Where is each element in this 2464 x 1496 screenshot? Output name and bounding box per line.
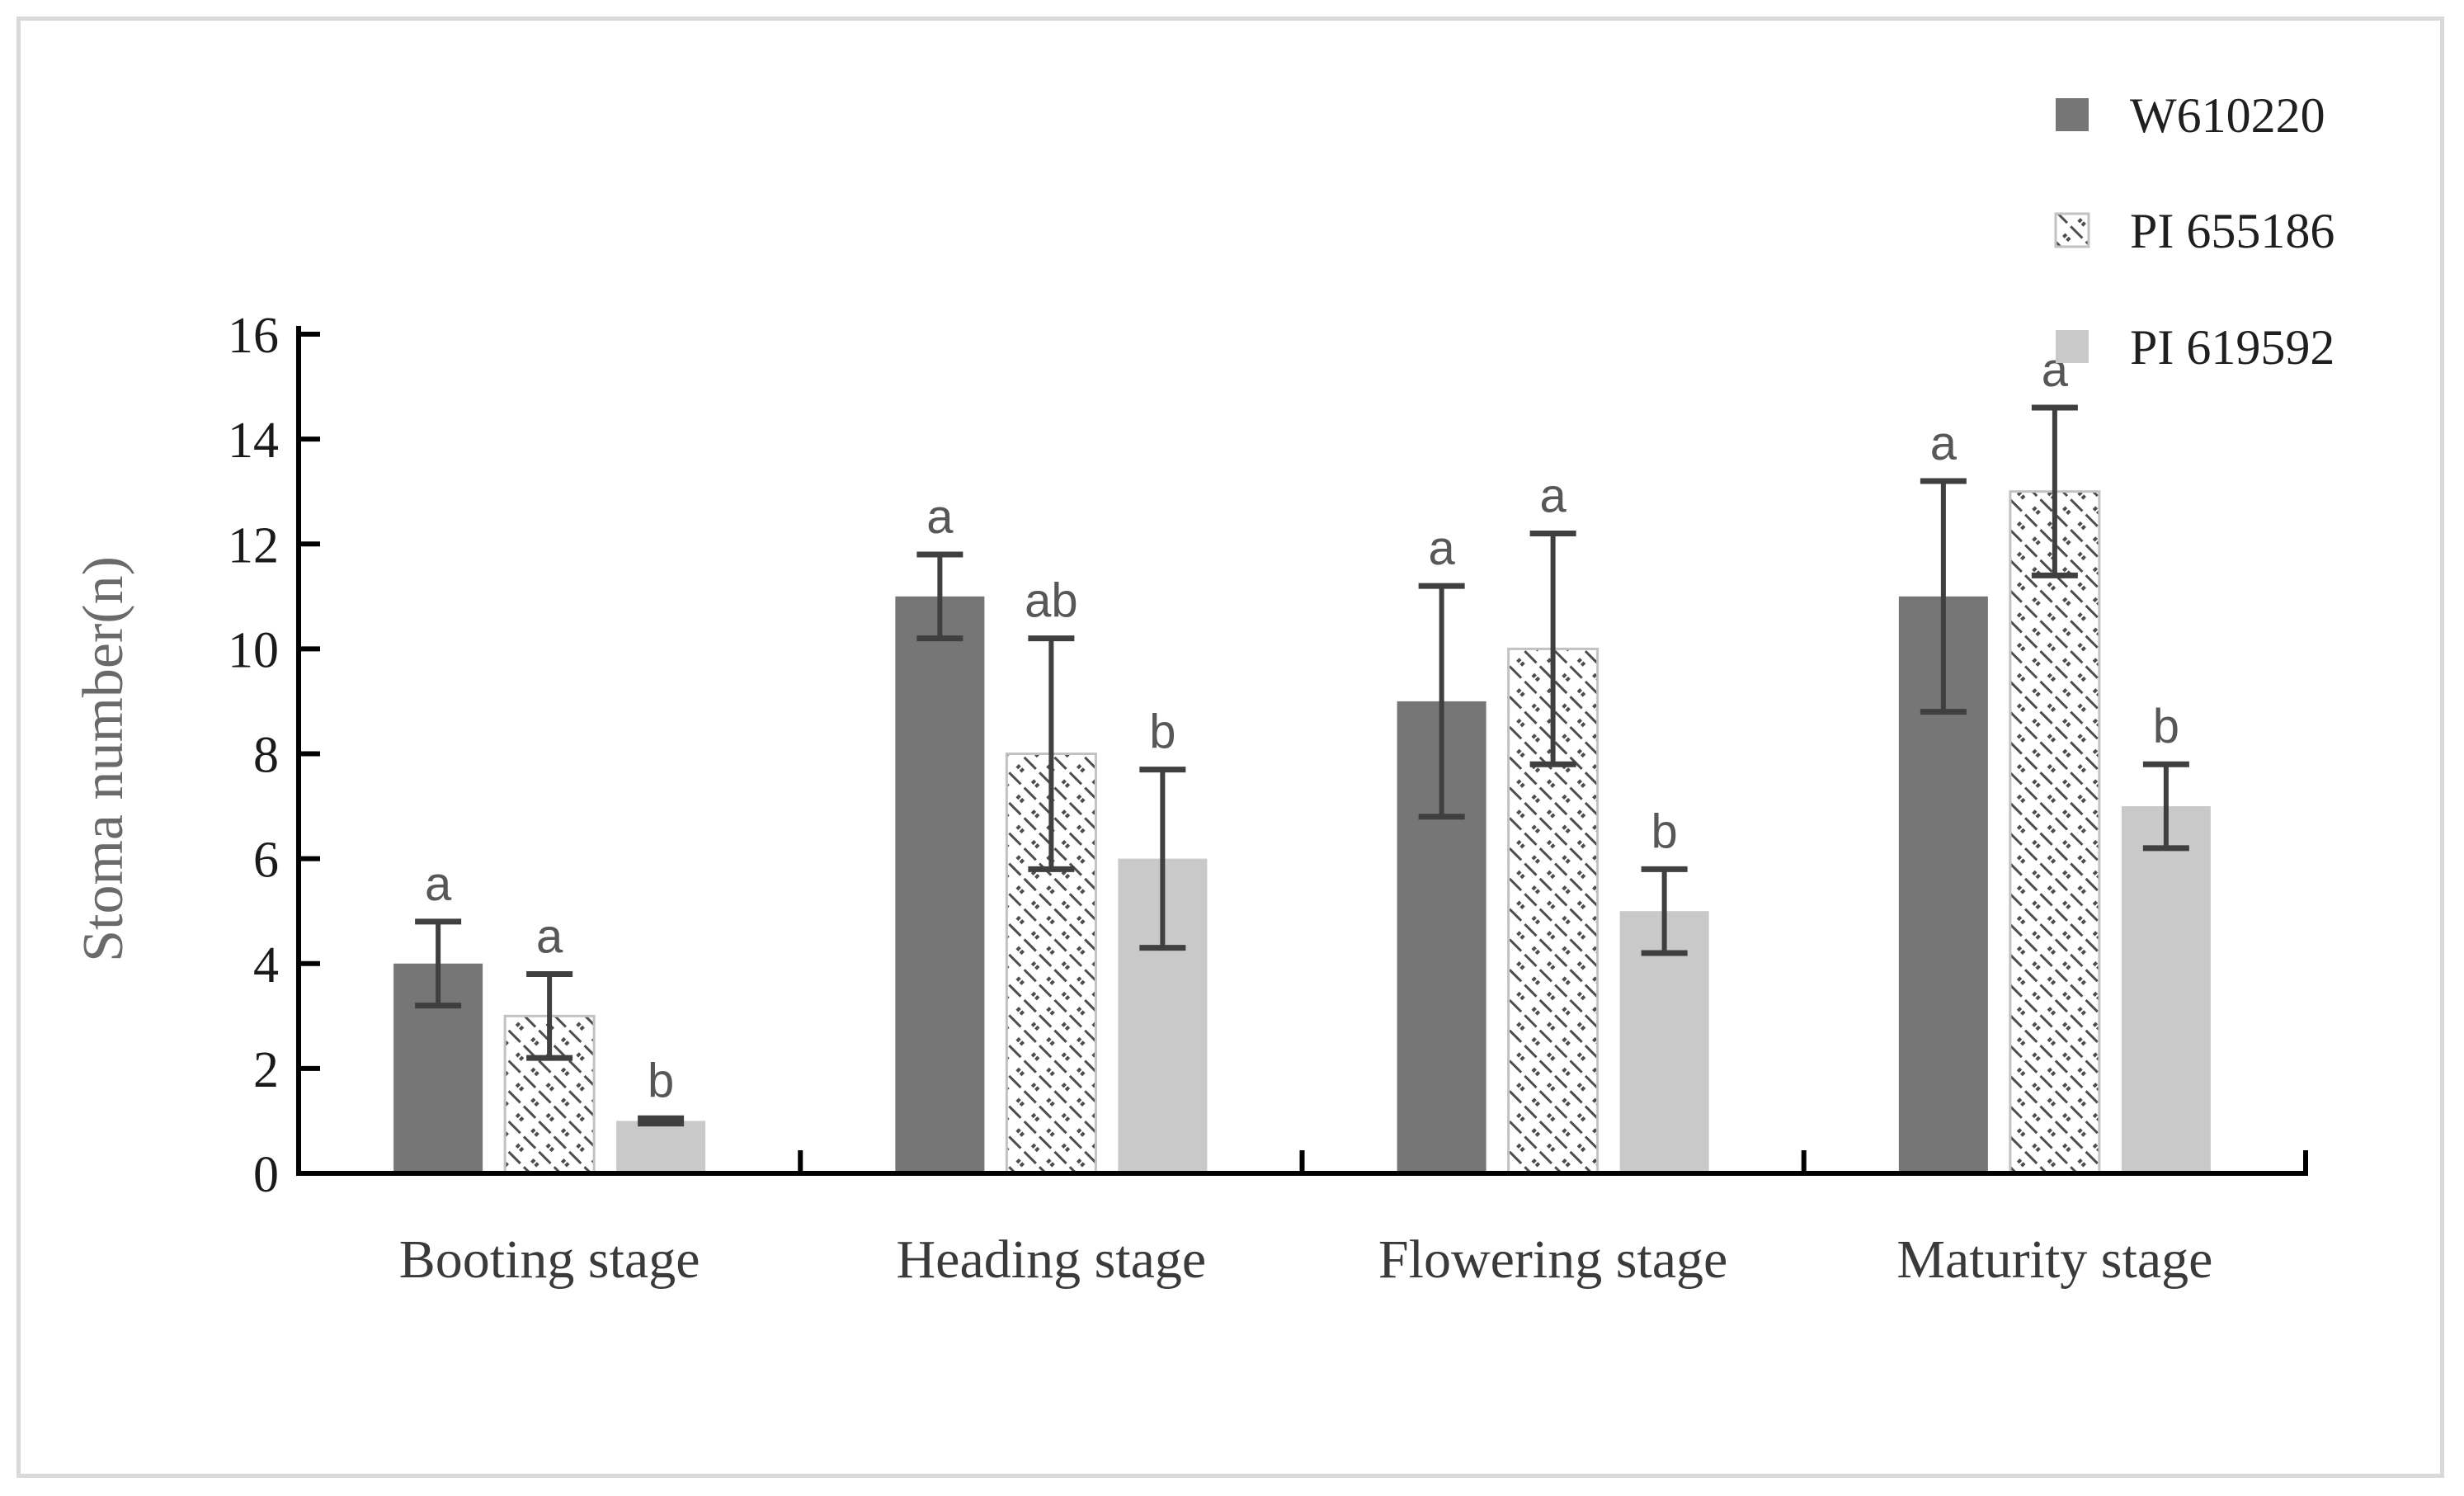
- figure-border: [16, 17, 2444, 1478]
- legend-label-pi-655186: PI 655186: [2130, 204, 2334, 258]
- error-bar-w610220-flowering-stage: [1418, 583, 1465, 820]
- sig-letter-pi-619592-heading-stage: b: [1149, 706, 1175, 759]
- y-tick-label-8: 8: [253, 728, 279, 784]
- sig-letter-w610220-booting-stage: a: [425, 857, 452, 911]
- legend-label-w610220: W610220: [2130, 88, 2325, 143]
- sig-letter-pi-655186-heading-stage: ab: [1025, 574, 1078, 628]
- sig-letter-pi-619592-maturity-stage: b: [2153, 700, 2179, 753]
- legend-item-w610220: W610220: [2056, 88, 2325, 143]
- category-label-booting-stage: Booting stage: [399, 1229, 700, 1290]
- legend: W610220 PI 655186 PI 619592: [2054, 88, 2334, 375]
- sig-letter-pi-619592-flowering-stage: b: [1651, 805, 1677, 858]
- error-bar-pi-619592-flowering-stage: [1641, 866, 1688, 956]
- error-bar-pi-655186-flowering-stage: [1529, 531, 1576, 767]
- error-bar-pi-655186-booting-stage: [526, 970, 573, 1061]
- y-tick-label-6: 6: [253, 833, 279, 889]
- category-label-flowering-stage: Flowering stage: [1378, 1229, 1727, 1290]
- error-bar-w610220-heading-stage: [916, 551, 963, 642]
- sig-letter-w610220-flowering-stage: a: [1428, 521, 1455, 575]
- bar-pi-655186-maturity-stage: [2009, 490, 2101, 1175]
- y-tick-label-2: 2: [253, 1042, 279, 1098]
- sig-letter-w610220-heading-stage: a: [926, 490, 954, 544]
- y-tick-label-14: 14: [228, 413, 279, 469]
- legend-swatch-pi-619592: [2056, 330, 2089, 363]
- y-tick-label-12: 12: [228, 517, 279, 573]
- error-bar-pi-619592-booting-stage: [638, 1115, 685, 1127]
- sig-letter-pi-655186-flowering-stage: a: [1539, 470, 1567, 523]
- y-tick-label-16: 16: [228, 308, 279, 364]
- category-label-maturity-stage: Maturity stage: [1896, 1229, 2212, 1290]
- sig-letter-w610220-maturity-stage: a: [1930, 417, 1958, 470]
- y-axis-title: Stoma number(n): [72, 556, 135, 962]
- error-bar-pi-655186-maturity-stage: [2031, 404, 2078, 578]
- error-bar-w610220-booting-stage: [415, 918, 462, 1009]
- error-bar-pi-655186-heading-stage: [1028, 635, 1075, 872]
- legend-item-pi-619592: PI 619592: [2056, 320, 2334, 375]
- category-label-heading-stage: Heading stage: [897, 1229, 1207, 1290]
- error-bar-pi-619592-maturity-stage: [2142, 761, 2189, 852]
- error-bar-pi-619592-heading-stage: [1139, 767, 1186, 951]
- legend-item-pi-655186: PI 655186: [2054, 204, 2334, 258]
- error-bar-w610220-maturity-stage: [1920, 478, 1967, 715]
- y-tick-label-10: 10: [228, 622, 279, 678]
- bar-pi-619592-maturity-stage: [2121, 806, 2211, 1173]
- legend-swatch-w610220: [2056, 98, 2089, 131]
- legend-swatch-pi-655186: [2054, 212, 2090, 248]
- y-tick-label-0: 0: [253, 1147, 279, 1203]
- legend-label-pi-619592: PI 619592: [2130, 320, 2334, 375]
- bar-pi-619592-booting-stage: [616, 1121, 706, 1173]
- sig-letter-pi-655186-booting-stage: a: [536, 909, 563, 963]
- sig-letter-pi-619592-booting-stage: b: [648, 1054, 674, 1107]
- bar-w610220-heading-stage: [895, 596, 985, 1173]
- y-tick-label-4: 4: [253, 937, 279, 993]
